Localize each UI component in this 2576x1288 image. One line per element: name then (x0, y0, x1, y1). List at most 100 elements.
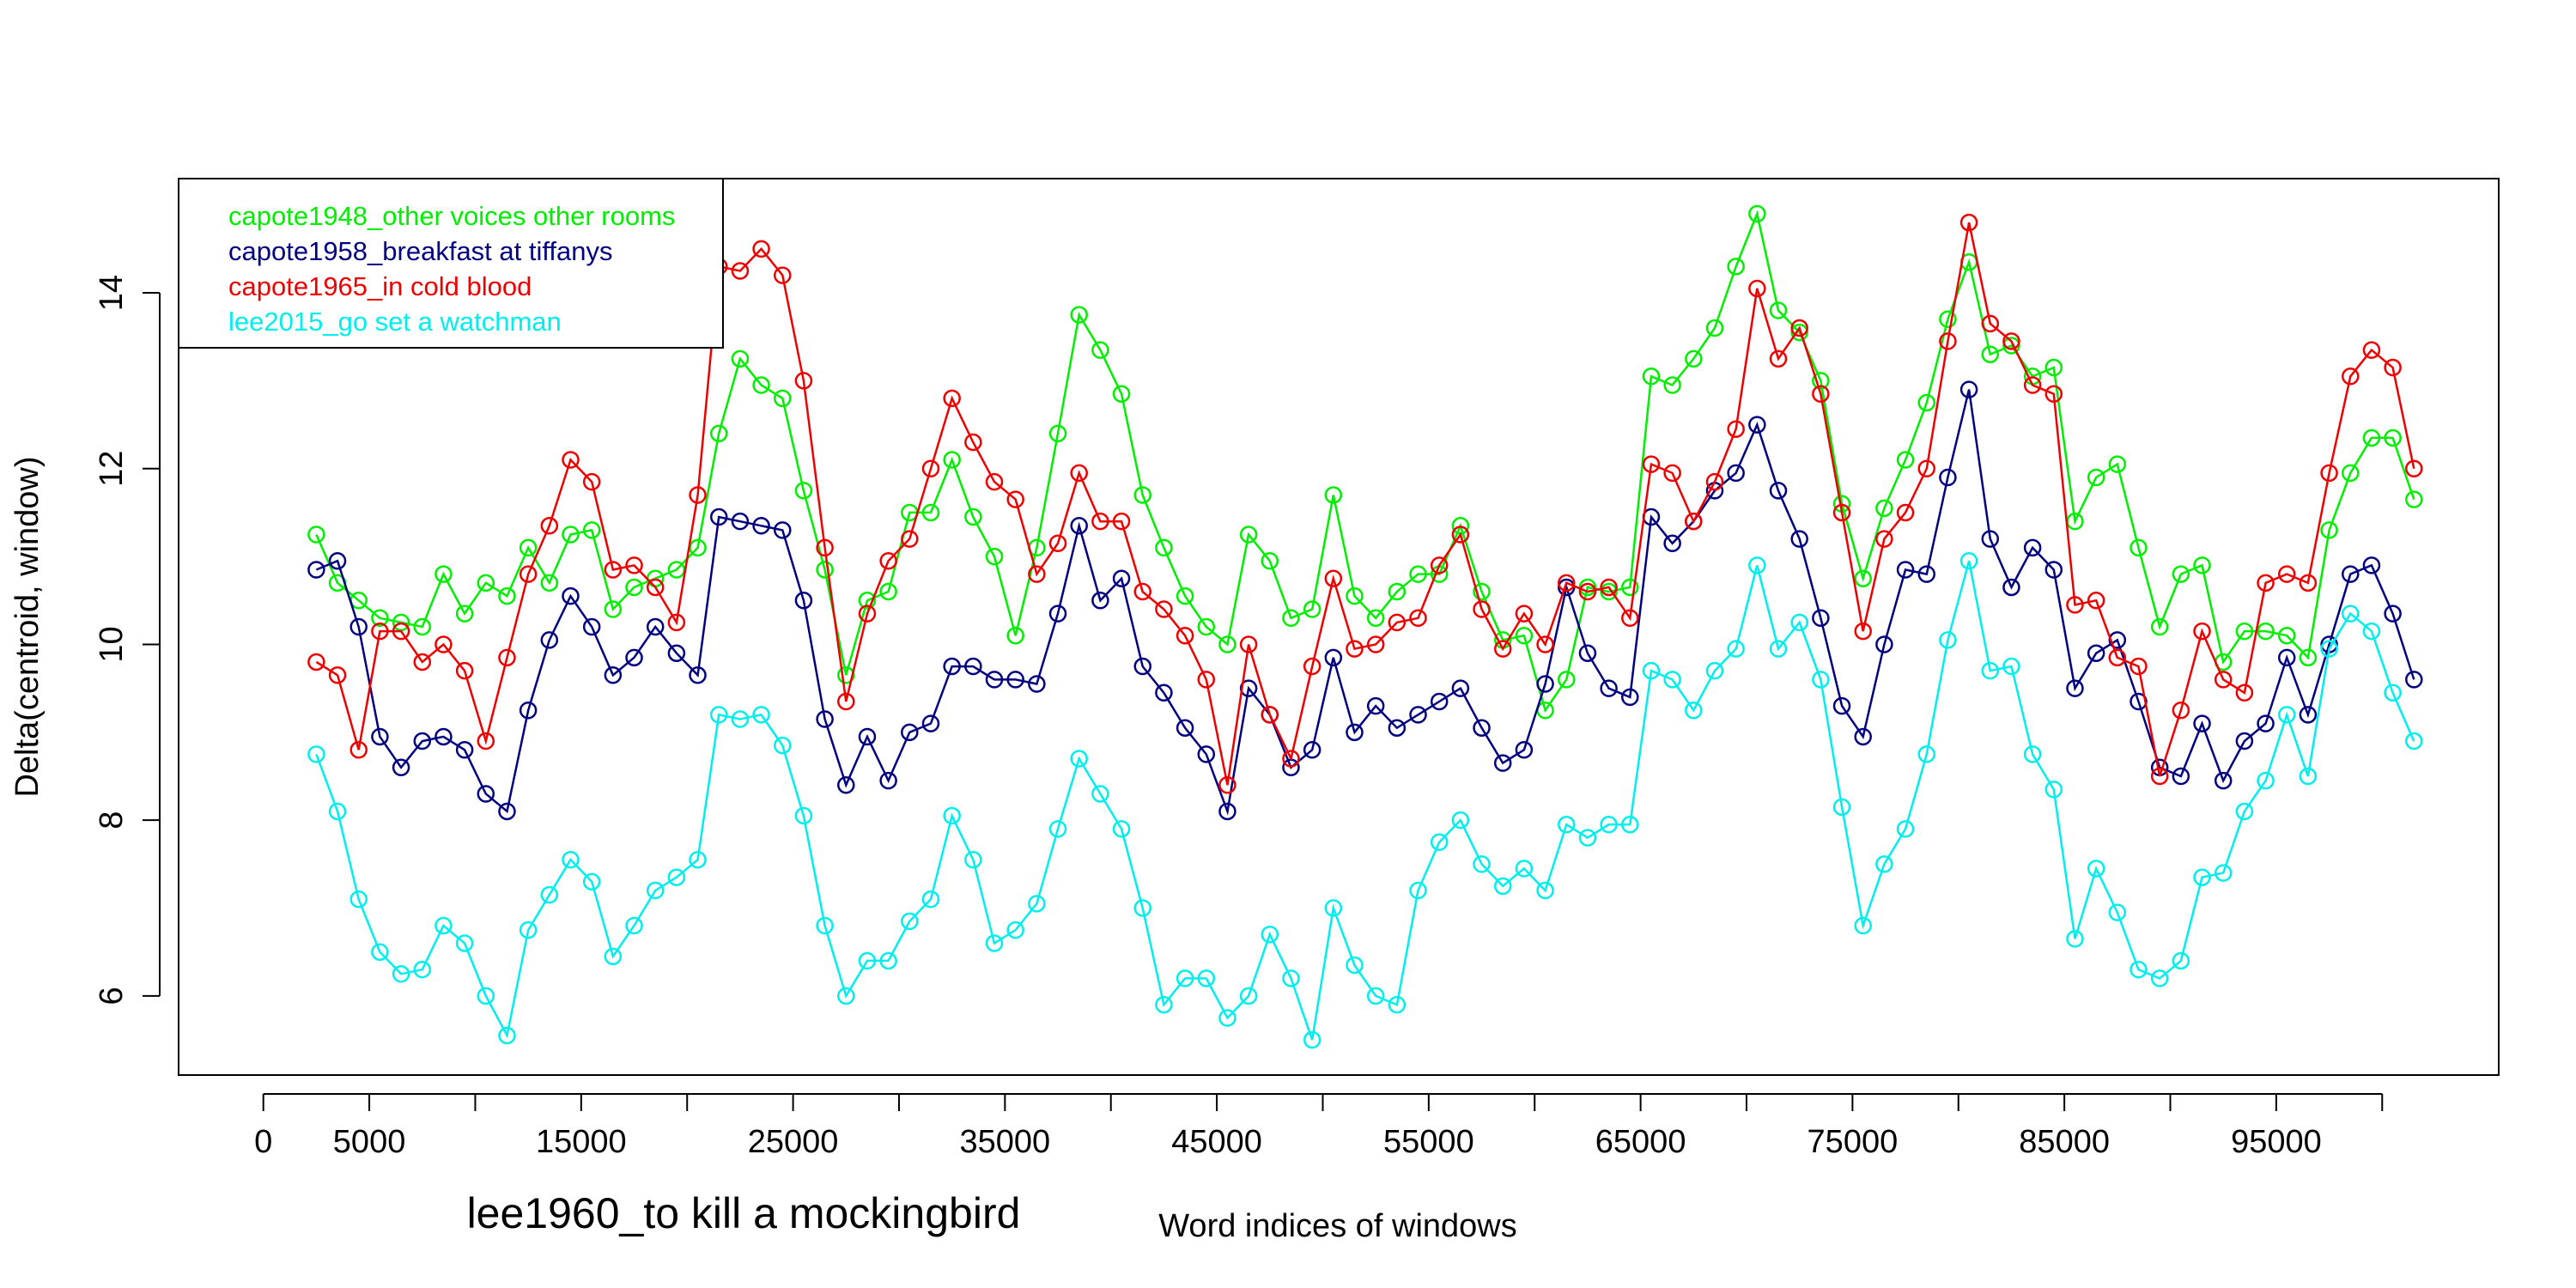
data-point (2277, 626, 2296, 645)
data-point (1832, 798, 1851, 817)
data-point (1536, 881, 1554, 900)
data-point (2362, 556, 2381, 574)
data-point (307, 561, 325, 579)
data-point (1388, 613, 1406, 632)
data-point (1261, 925, 1279, 944)
data-point (1621, 609, 1639, 628)
data-point (349, 890, 368, 908)
data-point (2214, 671, 2233, 689)
data-point (1493, 877, 1512, 896)
data-point (1409, 881, 1427, 900)
data-point (2129, 960, 2148, 979)
series-4 (307, 551, 2423, 1049)
data-point (1218, 1009, 1236, 1027)
data-point (2235, 622, 2254, 641)
x-tick-label: 75000 (1807, 1124, 1899, 1160)
data-point (1409, 609, 1427, 628)
data-point (1685, 701, 1703, 720)
data-point (540, 631, 559, 649)
data-point (392, 622, 410, 641)
data-point (858, 727, 877, 746)
data-point (1727, 640, 1745, 658)
data-point (731, 710, 750, 728)
data-point (2044, 358, 2063, 377)
data-point (837, 987, 855, 1005)
data-point (985, 671, 1004, 689)
data-point (582, 617, 601, 636)
data-point (1197, 617, 1216, 636)
data-point (2193, 714, 2211, 732)
data-point (434, 916, 453, 935)
data-point (2150, 969, 2169, 987)
data-point (1959, 380, 1978, 398)
data-point (1133, 582, 1151, 601)
data-point (2108, 648, 2127, 667)
data-point (1324, 899, 1343, 917)
data-point (604, 947, 623, 966)
data-point (1493, 640, 1512, 658)
data-point (1939, 310, 1957, 329)
data-point (816, 561, 834, 579)
data-point (1346, 640, 1364, 658)
data-point (2362, 428, 2381, 447)
data-point (985, 472, 1004, 491)
data-point (2235, 683, 2254, 702)
data-point (582, 521, 601, 539)
data-point (1239, 987, 1258, 1005)
data-point (1812, 372, 1830, 390)
data-point (964, 507, 982, 526)
y-tick-label: 8 (94, 811, 130, 829)
data-point (1558, 578, 1576, 597)
data-point (879, 951, 897, 970)
data-point (392, 965, 410, 983)
data-point (1959, 551, 1978, 570)
data-point (1133, 899, 1151, 917)
data-point (667, 868, 686, 886)
data-point (1282, 969, 1300, 987)
data-point (1790, 613, 1808, 632)
data-point (1070, 464, 1088, 483)
data-point (2299, 767, 2318, 786)
data-point (1324, 486, 1343, 504)
data-point (1346, 586, 1364, 605)
data-point (1621, 688, 1639, 707)
data-point (1769, 301, 1788, 319)
y-axis: 6 8 10 12 14 (94, 275, 161, 1005)
data-point (1685, 349, 1703, 368)
data-point (2002, 332, 2020, 350)
data-point (1917, 745, 1936, 763)
data-point (1388, 719, 1406, 737)
data-point (709, 424, 728, 443)
data-point (2342, 368, 2360, 386)
data-point (1917, 565, 1936, 583)
data-point (455, 661, 474, 680)
series-line (315, 222, 2415, 786)
data-point (709, 507, 728, 526)
data-point (1536, 675, 1554, 693)
legend-label: capote1958_breakfast at tiffanys (228, 236, 613, 266)
data-point (858, 592, 877, 610)
data-point (667, 613, 686, 632)
data-point (1600, 578, 1618, 597)
data-point (1451, 679, 1470, 697)
data-point (1769, 349, 1788, 368)
data-point (1091, 341, 1109, 359)
data-point (1663, 671, 1681, 689)
data-point (752, 706, 770, 724)
data-point (943, 806, 961, 825)
data-point (1303, 657, 1321, 676)
x-tick-label: 0 (254, 1124, 272, 1160)
data-point (943, 389, 961, 408)
data-point (477, 987, 495, 1005)
data-point (1028, 565, 1046, 583)
data-point (2129, 538, 2148, 557)
data-point (540, 574, 559, 592)
data-point (646, 881, 665, 900)
data-point (1981, 661, 2000, 680)
data-point (1133, 486, 1151, 504)
legend-label: capote1948_other voices other rooms (228, 201, 675, 231)
data-point (1769, 640, 1788, 658)
data-point (1663, 534, 1681, 553)
data-point (731, 512, 750, 531)
data-point (604, 600, 623, 618)
